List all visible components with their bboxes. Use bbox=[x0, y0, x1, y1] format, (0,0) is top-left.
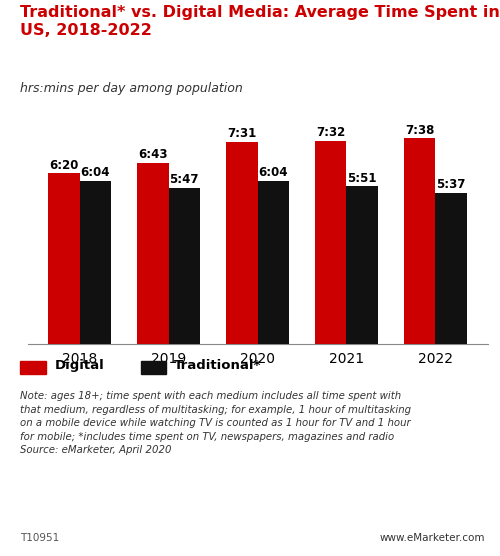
Bar bbox=[80, 181, 110, 344]
Bar bbox=[138, 163, 168, 344]
Text: Digital: Digital bbox=[55, 359, 104, 372]
Bar bbox=[226, 142, 258, 344]
Text: 7:32: 7:32 bbox=[316, 126, 346, 139]
Bar bbox=[141, 361, 167, 374]
Text: 5:37: 5:37 bbox=[436, 178, 466, 191]
Text: hrs:mins per day among population: hrs:mins per day among population bbox=[20, 82, 243, 95]
Text: Traditional* vs. Digital Media: Average Time Spent in the
US, 2018-2022: Traditional* vs. Digital Media: Average … bbox=[20, 5, 500, 38]
Text: www.eMarketer.com: www.eMarketer.com bbox=[380, 533, 485, 543]
Text: 6:04: 6:04 bbox=[80, 166, 110, 178]
Text: 6:20: 6:20 bbox=[50, 158, 78, 172]
Bar bbox=[168, 188, 200, 344]
Bar bbox=[346, 186, 378, 344]
Bar bbox=[436, 193, 466, 344]
Bar bbox=[20, 361, 46, 374]
Text: 5:47: 5:47 bbox=[170, 173, 199, 186]
Bar bbox=[404, 138, 436, 344]
Bar bbox=[316, 141, 346, 344]
Bar bbox=[258, 181, 288, 344]
Text: Traditional*: Traditional* bbox=[174, 359, 261, 372]
Text: 6:43: 6:43 bbox=[138, 148, 168, 161]
Text: 7:38: 7:38 bbox=[405, 123, 434, 137]
Text: 6:04: 6:04 bbox=[258, 166, 288, 178]
Bar bbox=[48, 173, 80, 344]
Text: Note: ages 18+; time spent with each medium includes all time spent with
that me: Note: ages 18+; time spent with each med… bbox=[20, 391, 411, 455]
Text: 5:51: 5:51 bbox=[348, 172, 377, 185]
Text: 7:31: 7:31 bbox=[228, 127, 256, 140]
Text: T10951: T10951 bbox=[20, 533, 59, 543]
